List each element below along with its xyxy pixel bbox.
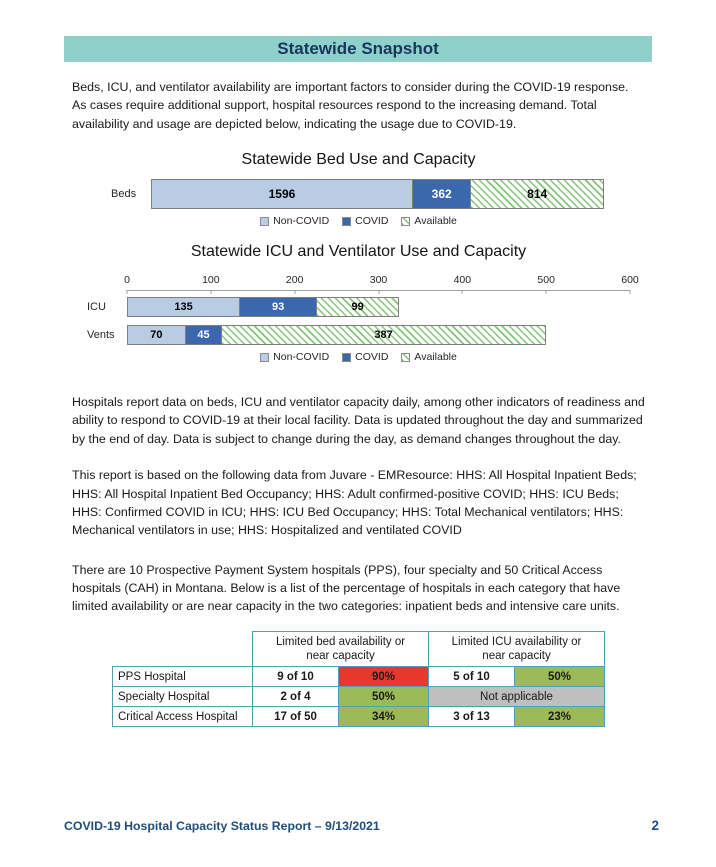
section-header-bar: Statewide Snapshot <box>64 36 652 62</box>
axis-tick-mark <box>210 290 212 295</box>
category-label: Beds <box>111 188 137 201</box>
legend-label: Available <box>414 351 457 364</box>
bar-row-icu: ICU 135 93 99 <box>87 297 630 318</box>
chart-plot-area: Beds 1596 362 814 <box>111 179 606 210</box>
bed-pct-cell: 34% <box>338 706 429 728</box>
legend-label: Available <box>414 215 457 228</box>
axis-tick-label: 500 <box>537 274 555 287</box>
axis-tick-mark <box>629 290 631 295</box>
axis-tick-mark <box>126 290 128 295</box>
legend-swatch <box>342 216 352 226</box>
bar-row-beds: Beds 1596 362 814 <box>111 179 606 210</box>
page-number: 2 <box>651 818 659 833</box>
bar-segment-covid: 362 <box>411 179 472 210</box>
bar-rows: Beds 1596 362 814 <box>111 179 606 210</box>
axis-spacer <box>87 273 127 291</box>
category-label: ICU <box>87 301 106 314</box>
bar-segment-available: 387 <box>221 325 546 346</box>
legend-label: Non-COVID <box>273 351 330 364</box>
bar-segment-non-covid: 70 <box>127 325 186 346</box>
table-row: PPS Hospital 9 of 10 90% 5 of 10 50% <box>112 666 605 688</box>
bar-row-vents: Vents 70 45 387 <box>87 325 630 346</box>
legend-item-covid: COVID <box>342 215 388 227</box>
icu-vent-capacity-chart: Statewide ICU and Ventilator Use and Cap… <box>72 243 645 363</box>
bed-pct-cell: 90% <box>338 666 429 688</box>
icu-count-cell: 3 of 13 <box>428 706 515 728</box>
bed-availability-header: Limited bed availability or near capacit… <box>252 630 429 668</box>
axis-tick-label: 400 <box>453 274 472 287</box>
legend-swatch <box>401 216 411 226</box>
axis-tick-label: 200 <box>285 274 304 287</box>
table-row: Specialty Hospital 2 of 4 50% Not applic… <box>112 686 605 708</box>
bed-count-cell: 17 of 50 <box>252 706 339 728</box>
hospital-capacity-table: Limited bed availability or near capacit… <box>112 630 605 728</box>
legend-label: COVID <box>355 351 389 364</box>
chart-title: Statewide Bed Use and Capacity <box>241 151 476 169</box>
x-axis: 0 100 200 300 400 500 600 <box>87 273 639 295</box>
footer-title: COVID-19 Hospital Capacity Status Report… <box>64 819 380 833</box>
legend-item-available: Available <box>401 351 457 364</box>
table-row: Critical Access Hospital 17 of 50 34% 3 … <box>112 706 605 728</box>
row-label: PPS Hospital <box>112 666 253 688</box>
bar-rows: ICU 135 93 99 Vents 70 45 387 <box>87 297 630 346</box>
data-sources-paragraph: This report is based on the following da… <box>72 468 637 538</box>
legend-swatch <box>260 216 270 226</box>
bar-segment-available: 814 <box>470 179 604 210</box>
axis-tick-label: 100 <box>202 274 220 287</box>
page-footer: COVID-19 Hospital Capacity Status Report… <box>64 818 659 833</box>
chart-title: Statewide ICU and Ventilator Use and Cap… <box>190 243 527 261</box>
bed-count-cell: 2 of 4 <box>252 686 339 708</box>
section-title: Statewide Snapshot <box>277 39 439 58</box>
legend-item-available: Available <box>401 215 457 228</box>
row-label: Critical Access Hospital <box>112 706 253 728</box>
category-label: Vents <box>87 329 115 342</box>
bar-segment-non-covid: 135 <box>127 297 241 318</box>
icu-pct-cell: 23% <box>514 706 605 728</box>
bar-track: 70 45 387 <box>127 325 630 346</box>
legend-item-non-covid: Non-COVID <box>260 215 329 227</box>
axis-tick-label: 300 <box>369 274 388 287</box>
bar-segment-available: 99 <box>316 297 400 318</box>
legend-swatch <box>260 352 270 362</box>
legend-label: COVID <box>355 215 389 228</box>
axis-area: 0 100 200 300 400 500 600 <box>124 273 639 295</box>
axis-tick-label: 600 <box>621 274 639 287</box>
axis-tick-label: 0 <box>124 274 130 287</box>
chart-legend: Non-COVID COVID Available <box>72 351 645 363</box>
chart-legend: Non-COVID COVID Available <box>72 215 645 227</box>
axis-tick-mark <box>545 290 547 295</box>
bed-count-cell: 9 of 10 <box>252 666 339 688</box>
chart-plot-area: 0 100 200 300 400 500 600 ICU 135 93 99 Vents 70 45 3… <box>87 273 639 346</box>
intro-paragraph: Beds, ICU, and ventilator availability a… <box>72 80 629 131</box>
legend-item-non-covid: Non-COVID <box>260 351 329 363</box>
bar-segment-covid: 93 <box>239 297 318 318</box>
icu-count-cell: 5 of 10 <box>428 666 515 688</box>
legend-item-covid: COVID <box>342 351 388 363</box>
bar-track: 135 93 99 <box>127 297 630 318</box>
legend-swatch <box>401 352 411 362</box>
hospital-categories-paragraph: There are 10 Prospective Payment System … <box>72 562 621 614</box>
bar-segment-covid: 45 <box>184 325 223 346</box>
axis-tick-mark <box>294 290 296 295</box>
bed-capacity-chart: Statewide Bed Use and Capacity Beds 1596 3… <box>72 151 645 227</box>
legend-label: Non-COVID <box>273 215 330 228</box>
bar-segment-non-covid: 1596 <box>151 179 413 210</box>
page-content: Beds, ICU, and ventilator availability a… <box>72 78 645 728</box>
icu-pct-cell: 50% <box>514 666 605 688</box>
blank-header-cell <box>112 631 253 668</box>
reporting-paragraph: Hospitals report data on beds, ICU and v… <box>72 395 645 446</box>
axis-tick-mark <box>461 290 463 295</box>
table-header-row: Limited bed availability or near capacit… <box>112 630 605 668</box>
legend-swatch <box>342 352 352 362</box>
bar-track: 1596 362 814 <box>151 179 606 210</box>
icu-not-applicable-cell: Not applicable <box>428 686 605 708</box>
axis-tick-mark <box>378 290 379 295</box>
bed-pct-cell: 50% <box>338 686 429 708</box>
row-label: Specialty Hospital <box>112 686 253 708</box>
icu-availability-header: Limited ICU availability or near capacit… <box>428 630 605 668</box>
